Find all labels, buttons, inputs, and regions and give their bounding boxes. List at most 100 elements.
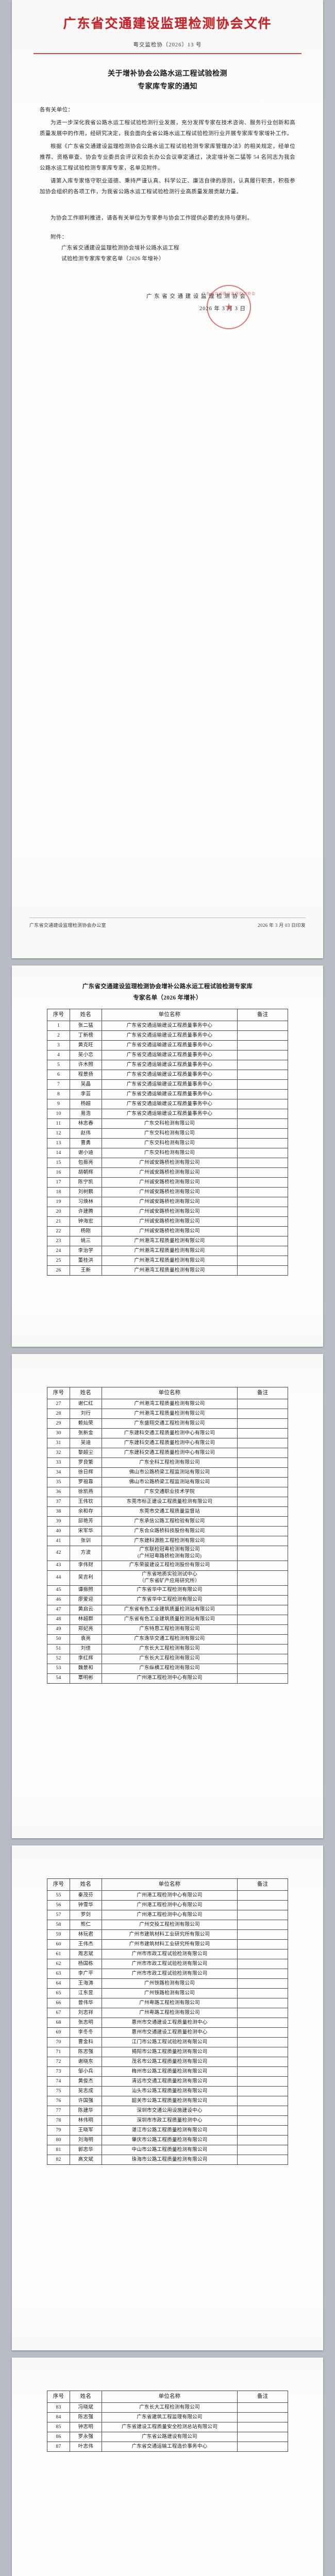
cell-note (237, 1487, 288, 1497)
table-row: 19 习焕林 广州诚安路桥检测有限公司 (47, 1197, 288, 1208)
cell-name: 王晓军 (69, 2125, 102, 2136)
cell-note (237, 2402, 288, 2413)
cell-unit: 广东长大工程检测有限公司 (101, 1643, 238, 1654)
cell-name: 刘海明 (69, 2135, 102, 2145)
table-row: 8 李芸 广东省交通运输建设工程质量事务中心 (47, 1089, 288, 1100)
cell-no: 21 (47, 1216, 70, 1227)
table-row: 53 魏景和 广东纵横工程检测有限公司 (47, 1663, 288, 1674)
cell-name: 李红辉 (69, 1653, 102, 1664)
cell-name: 秦茂芬 (69, 1890, 102, 1901)
cell-name: 许国强 (69, 2096, 102, 2106)
cell-no: 82 (47, 2155, 70, 2165)
table-row: 52 李红辉 广东长大工程检测有限公司 (47, 1653, 288, 1664)
cell-no: 61 (47, 1949, 70, 1959)
cell-unit: 广东建科交通工程质量检测中心有限公司 (101, 1428, 238, 1438)
cell-name: 刘佳 (69, 1643, 102, 1654)
cell-name: 邹小兵 (69, 2066, 102, 2077)
cell-no: 30 (47, 1428, 70, 1438)
cell-name: 李冬冬 (69, 2027, 102, 2038)
cell-note (237, 2027, 288, 2038)
cell-unit: 广州诚安路桥检测有限公司 (101, 1226, 238, 1237)
cell-no: 56 (47, 1900, 70, 1910)
roster-table-part-3: 序号 姓名 单位名称 备注 55 秦茂芬 广州港工程检测中心有限公司 56 钟雪华 广州港… (47, 1878, 288, 2165)
attachment-label: 附件： (51, 234, 68, 241)
table-row: 58 熊仁 广州交投工程检测有限公司 (47, 1920, 288, 1930)
cell-no: 44 (47, 1570, 70, 1586)
cell-unit: 广东全科工程检测有限公司 (101, 1458, 238, 1468)
attachment-title-line-2: 专家名单（2026 年增补） (133, 995, 202, 1002)
page-2-roster-part-1: 广东省交通建设监理检测协会增补公路水运工程试验检测专家库 专家名单（2026 年… (12, 965, 323, 1347)
cell-no: 17 (47, 1177, 70, 1188)
table-row: 49 郑妃亮 广东特恩工程检测有限公司 (47, 1624, 288, 1635)
cell-unit: 广州诚安路桥检测有限公司 (101, 1177, 238, 1188)
cell-name: 吴志成 (69, 2086, 102, 2096)
cell-unit: 广东建科交通工程质量检测中心有限公司 (101, 1438, 238, 1448)
cell-note (237, 1138, 288, 1149)
table-row: 56 钟雪华 广州港工程检测中心有限公司 (47, 1900, 288, 1910)
cell-no: 35 (47, 1477, 70, 1487)
cell-name: 许木照 (69, 1060, 102, 1071)
cell-unit: 广东省华中工程检测有限公司 (101, 1595, 238, 1605)
cell-no: 69 (47, 2027, 70, 2038)
cell-no: 9 (47, 1099, 70, 1110)
notice-paragraph-2: 根据《广东省交通建设监理检测协会公路水运工程试验检测专家库管理办法》的相关规定，… (40, 144, 295, 172)
table-row: 75 吴志成 汕头市公路工程质量检测有限公司 (47, 2086, 288, 2096)
cell-name: 钟海宏 (69, 1216, 102, 1227)
cell-note (237, 2066, 288, 2077)
table-row: 64 王海涛 广州铁路检测有限公司 (47, 1978, 288, 1989)
table-row: 66 曾伟华 广州粤路工程检测有限公司 (47, 1998, 288, 2008)
cell-unit: 湛江市公路工程质量检测有限公司 (101, 2125, 238, 2136)
cell-name: 刘行 (69, 1409, 102, 1419)
cell-no: 72 (47, 2057, 70, 2067)
cell-unit: 惠州市交通建设工程质量检测中心 (101, 2018, 238, 2028)
cell-unit: 广州市市政工程试验检测有限公司 (101, 1949, 238, 1959)
table-row: 83 冯晓斌 广东长大工程检测有限公司 (47, 2402, 288, 2413)
cell-unit: 广东交科检测有限公司 (101, 1138, 238, 1149)
cell-name: 魏景和 (69, 1663, 102, 1674)
cell-unit: 广东省公路建设有限公司 (101, 2432, 238, 2442)
cell-name: 方波 (69, 1546, 102, 1561)
table-row: 33 罗良繁 广东全科工程检测有限公司 (47, 1458, 288, 1468)
cell-unit: 广州铁路检测有限公司 (101, 1988, 238, 1998)
table-row: 24 李治学 广州港湾工程质量检测有限公司 (47, 1246, 288, 1257)
cell-name: 王伟钦 (69, 1497, 102, 1507)
cell-no: 64 (47, 1978, 70, 1989)
cell-note (237, 1118, 288, 1129)
table-row: 65 江东昱 广州铁路检测有限公司 (47, 1988, 288, 1998)
cell-name: 谢晓东 (69, 2057, 102, 2067)
cell-unit: 茂名市公路工程质量检测有限公司 (101, 2057, 238, 2067)
letterhead-org-title: 广东省交通建设监理检测协会文件 (63, 17, 272, 31)
cell-no: 23 (47, 1236, 70, 1247)
table-row: 67 刘志祥 广州粤路工程检测有限公司 (47, 2008, 288, 2018)
cell-name: 黎超尘 (69, 1448, 102, 1458)
cell-no: 40 (47, 1526, 70, 1536)
cell-unit: 广东交科检测有限公司 (101, 1118, 238, 1129)
cell-no: 18 (47, 1187, 70, 1198)
cell-note (237, 1167, 288, 1178)
cell-no: 73 (47, 2066, 70, 2077)
cell-note (237, 1959, 288, 1969)
cell-no: 34 (47, 1467, 70, 1478)
table-row: 30 张新金 广东建科交通工程质量检测中心有限公司 (47, 1428, 288, 1438)
cell-note (237, 2442, 288, 2452)
cell-no: 42 (47, 1546, 70, 1561)
table-row: 43 李伟财 广东荣骏建设工程检测股份有限公司 (47, 1560, 288, 1571)
cell-note (237, 2115, 288, 2126)
cell-name: 刘志祥 (69, 2008, 102, 2018)
cell-name: 许建腾 (69, 1207, 102, 1217)
table-row: 63 李广平 广州市市政工程试验检测有限公司 (47, 1969, 288, 1979)
table-row: 17 陈宁凯 广州诚安路桥检测有限公司 (47, 1177, 288, 1188)
cell-unit: 广东省地质实验测试中心 （广东省矿产应用研究所） (101, 1570, 238, 1586)
cell-no: 26 (47, 1265, 70, 1276)
cell-unit: 广州诚安路桥检测有限公司 (101, 1197, 238, 1208)
cell-name: 钟雪华 (69, 1900, 102, 1910)
roster-body-2: 27 谢仁红 广州港湾工程质量检测有限公司 28 刘行 广州港湾工程质量检测有限公司 29 赖… (47, 1399, 288, 1684)
notice-title: 关于增补协会公路水运工程试验检测 专家库专家的通知 (108, 70, 227, 91)
notice-paragraph-1: 为进一步深化我省公路水运工程试验检测行业发展，充分发挥专家在技术咨询、服务行业创… (40, 120, 295, 137)
table-row: 41 张训 广东建科源胜工程检测有限公司 (47, 1536, 288, 1546)
cell-name: 谢仁红 (69, 1399, 102, 1409)
cell-note (237, 2076, 288, 2087)
signature-block: 广东省交通建设监理检测协会 ★ 广 东 省 交 通 建 设 监 理 检 测 协 … (40, 285, 295, 330)
column-header-note-4: 备注 (237, 2391, 288, 2403)
